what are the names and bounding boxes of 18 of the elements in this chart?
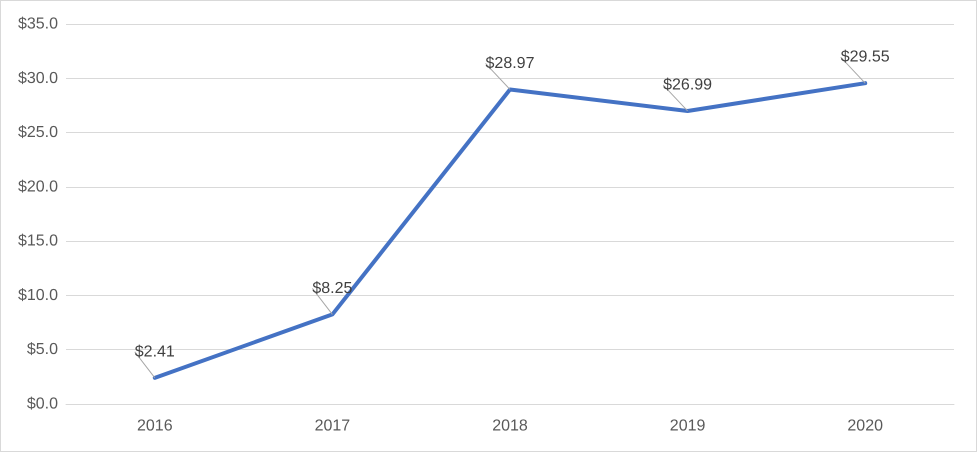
y-tick-label: $5.0 <box>26 341 58 358</box>
y-tick-label: $35.0 <box>18 16 58 32</box>
y-tick-label: $15.0 <box>18 232 58 250</box>
x-tick-label: 2016 <box>137 418 173 434</box>
data-label: $29.55 <box>840 48 890 66</box>
y-tick-label: $20.0 <box>18 178 58 196</box>
y-tick-label: $10.0 <box>18 286 58 304</box>
data-label: $26.99 <box>663 76 712 94</box>
y-tick-label: $30.0 <box>18 70 58 87</box>
data-label: $28.97 <box>486 54 535 72</box>
data-label: $2.41 <box>134 343 175 360</box>
y-tick-label: $25.0 <box>18 124 58 142</box>
y-tick-label: $0.0 <box>26 396 58 412</box>
x-tick-label: 2019 <box>670 418 706 434</box>
x-tick-label: 2020 <box>847 418 884 434</box>
x-tick-label: 2018 <box>492 418 528 434</box>
data-label: $8.25 <box>312 280 353 297</box>
x-tick-label: 2017 <box>314 418 350 434</box>
